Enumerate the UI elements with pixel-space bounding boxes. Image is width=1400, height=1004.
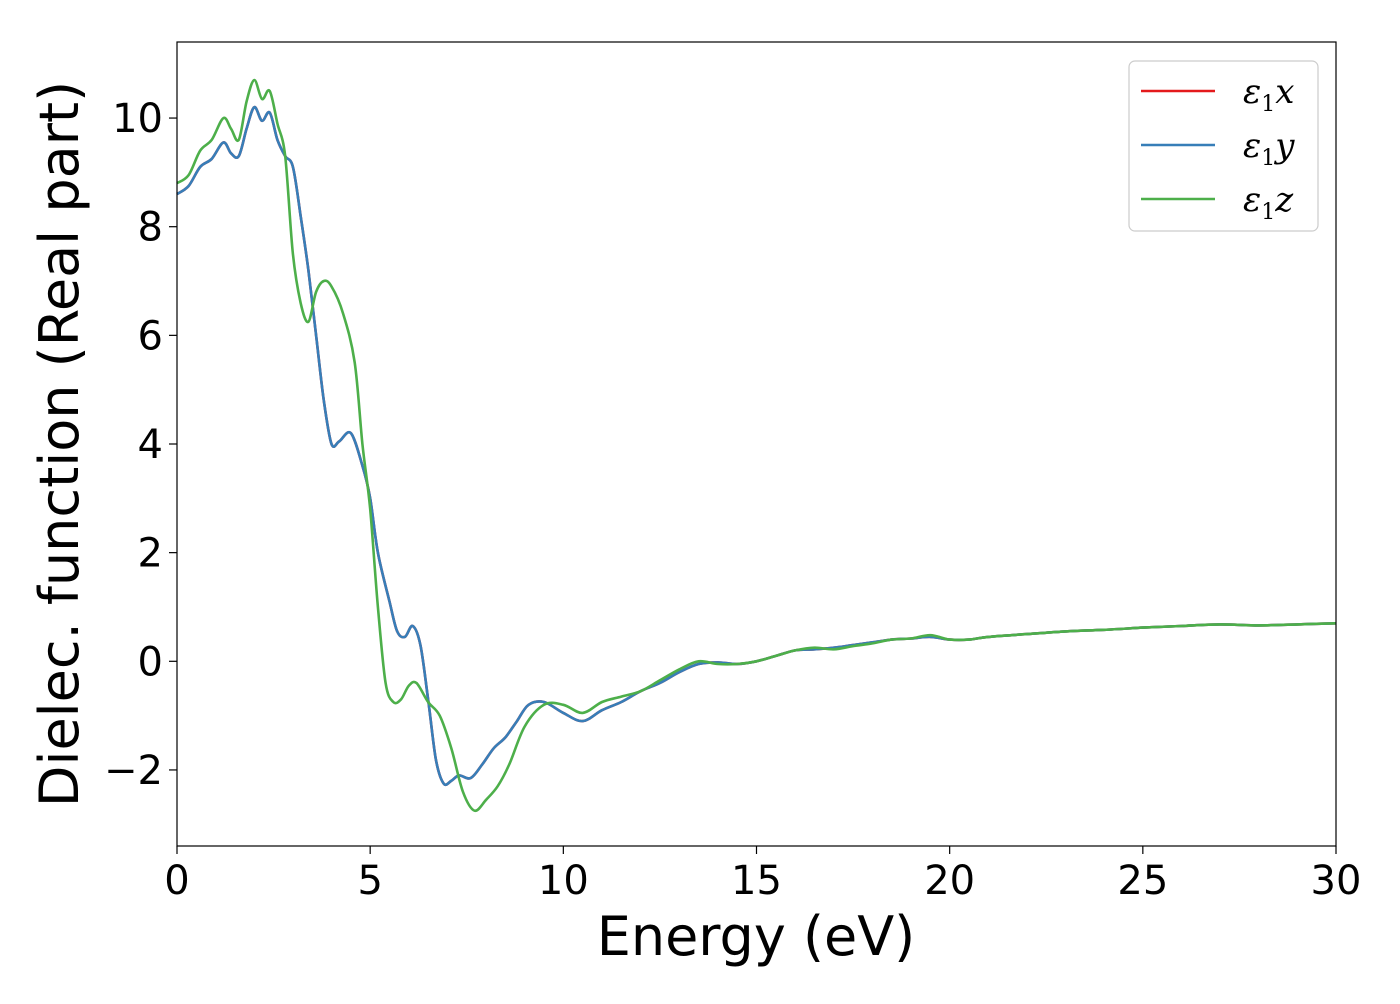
series-line-z bbox=[176, 78, 1337, 813]
x-tick-label: 0 bbox=[164, 858, 189, 904]
y-tick-label: 6 bbox=[138, 313, 163, 359]
x-axis: 0 5 10 15 20 25 30 bbox=[164, 846, 1361, 904]
x-tick-label: 5 bbox=[357, 858, 382, 904]
x-tick-label: 25 bbox=[1117, 858, 1168, 904]
legend: ε1x ε1y ε1z bbox=[1128, 60, 1319, 232]
series-group bbox=[176, 78, 1337, 813]
legend-label-z: ε1z bbox=[1243, 180, 1294, 225]
y-tick-label: −2 bbox=[104, 748, 163, 794]
x-tick-label: 10 bbox=[538, 858, 589, 904]
x-axis-label: Energy (eV) bbox=[597, 905, 916, 968]
x-tick-label: 30 bbox=[1311, 858, 1362, 904]
legend-label-y: ε1y bbox=[1243, 126, 1295, 171]
x-tick-label: 20 bbox=[924, 858, 975, 904]
legend-box bbox=[1128, 60, 1319, 232]
y-axis: −2 0 2 4 6 8 10 bbox=[104, 96, 177, 794]
y-tick-label: 4 bbox=[138, 422, 163, 468]
y-tick-label: 10 bbox=[112, 96, 163, 142]
y-tick-label: 8 bbox=[138, 205, 163, 251]
legend-label-x: ε1x bbox=[1243, 72, 1294, 117]
y-axis-label: Dielec. function (Real part) bbox=[28, 81, 91, 807]
y-tick-label: 2 bbox=[138, 531, 163, 577]
y-tick-label: 0 bbox=[138, 639, 163, 685]
x-tick-label: 15 bbox=[731, 858, 782, 904]
